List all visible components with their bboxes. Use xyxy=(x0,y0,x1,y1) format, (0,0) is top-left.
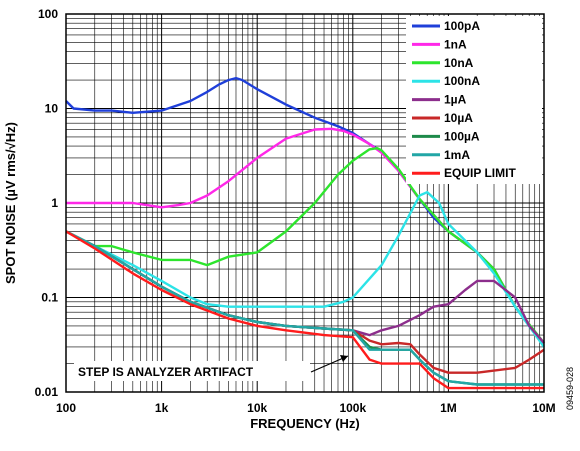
x-tick-label: 100k xyxy=(339,401,366,415)
y-tick-labels: 100 10 1 0.1 0.01 xyxy=(35,7,59,399)
legend-label: 10nA xyxy=(444,56,474,70)
annotation-box xyxy=(74,361,310,381)
y-tick-label: 0.01 xyxy=(35,385,59,399)
figure-id: 09459-028 xyxy=(565,367,575,410)
y-tick-label: 100 xyxy=(38,7,58,21)
annotation-text: STEP IS ANALYZER ARTIFACT xyxy=(78,365,254,379)
series-line-8 xyxy=(65,230,544,390)
legend-label: EQUIP LIMIT xyxy=(444,166,516,180)
legend-label: 1µA xyxy=(444,93,467,107)
legend-label: 10µA xyxy=(444,111,473,125)
x-tick-label: 1M xyxy=(440,401,457,415)
annotation-arrow-head xyxy=(340,355,348,362)
y-tick-label: 0.1 xyxy=(41,291,58,305)
y-tick-label: 1 xyxy=(51,196,58,210)
analyzer-artifact-annotation: STEP IS ANALYZER ARTIFACT xyxy=(74,355,349,381)
x-tick-label: 10k xyxy=(247,401,267,415)
x-tick-label: 1k xyxy=(155,401,169,415)
legend-label: 100µA xyxy=(444,129,480,143)
x-tick-labels: 100 1k 10k 100k 1M 10M xyxy=(56,401,556,415)
x-tick-label: 10M xyxy=(532,401,555,415)
y-axis-title: SPOT NOISE (µV rms/√Hz) xyxy=(3,122,18,284)
legend-label: 1nA xyxy=(444,37,467,51)
series-line-3 xyxy=(65,191,545,348)
series-line-2 xyxy=(65,147,545,344)
x-axis-title: FREQUENCY (Hz) xyxy=(250,416,360,431)
plot-frame xyxy=(65,13,545,393)
x-tick-label: 100 xyxy=(56,401,76,415)
legend: 100pA 1nA 10nA 100nA 1µA 10µA 100µA 1mA EQUIP LI… xyxy=(406,16,542,184)
series-line-7 xyxy=(65,230,544,386)
legend-label: 100nA xyxy=(444,74,480,88)
y-tick-label: 10 xyxy=(45,102,59,116)
legend-label: 100pA xyxy=(444,19,480,33)
series-group xyxy=(65,76,545,390)
legend-label: 1mA xyxy=(444,148,470,162)
